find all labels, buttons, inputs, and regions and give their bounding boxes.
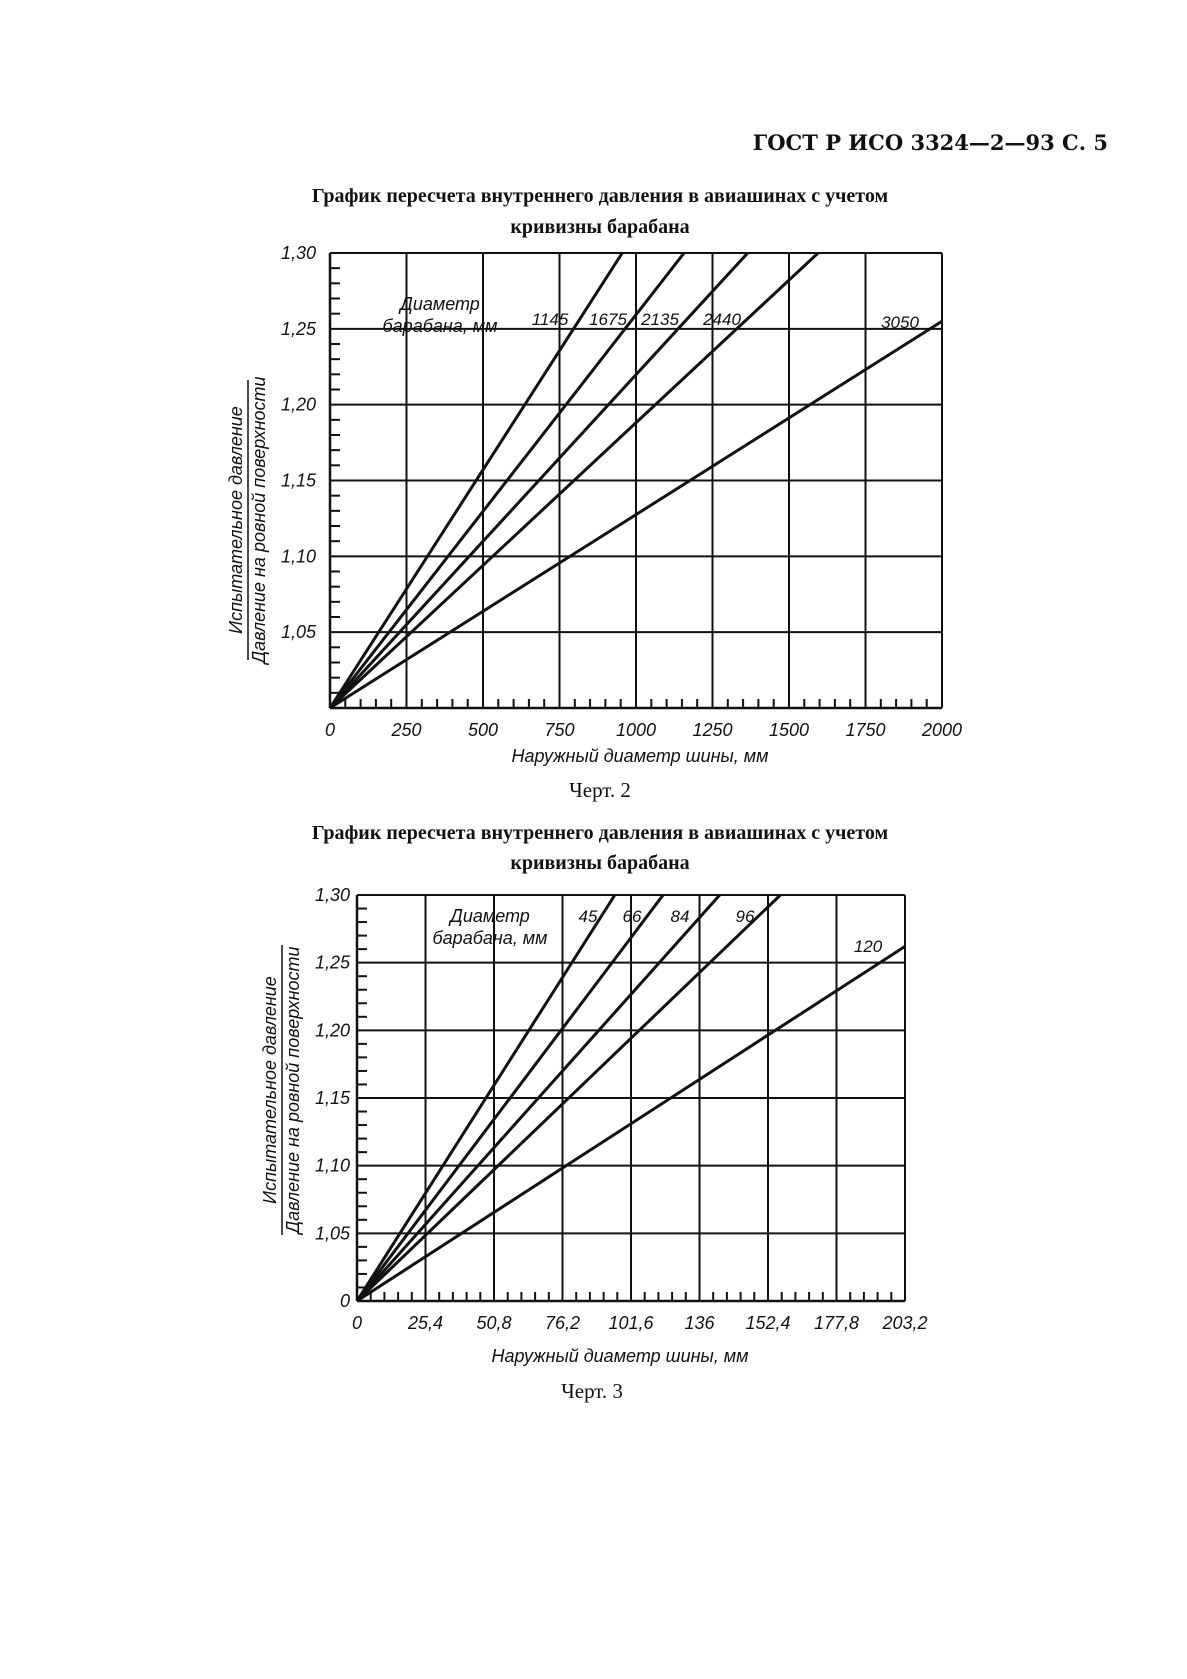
legend-title-line-1: Диаметр bbox=[398, 294, 480, 314]
y-tick-label: 1,20 bbox=[281, 395, 316, 415]
y-axis-label-numerator: Испытательное давление bbox=[260, 976, 280, 1204]
series-line-120 bbox=[356, 945, 906, 1303]
series-line-84 bbox=[355, 894, 721, 1302]
series-line-45 bbox=[355, 894, 617, 1302]
x-axis-label: Наружный диаметр шины, мм bbox=[512, 746, 769, 766]
document-header: ГОСТ Р ИСО 3324—2—93 С. 5 bbox=[753, 130, 1108, 155]
series-line-2135 bbox=[328, 251, 749, 710]
y-axis-label-denominator: Давление на ровной поверхности bbox=[249, 376, 269, 665]
y-tick-label: 1,30 bbox=[281, 243, 316, 263]
y-tick-label: 1,10 bbox=[281, 546, 316, 566]
chart-3: График пересчета внутреннего давления в … bbox=[260, 822, 928, 1403]
x-tick-label: 0 bbox=[352, 1313, 362, 1333]
y-axis-label-denominator: Давление на ровной поверхности bbox=[283, 946, 303, 1235]
series-label-84: 84 bbox=[671, 907, 690, 926]
y-tick-label: 1,20 bbox=[315, 1020, 350, 1040]
chart-title-line-2: кривизны барабана bbox=[510, 852, 689, 874]
series-line-2440 bbox=[328, 251, 820, 710]
legend-title-line-2: барабана, мм bbox=[433, 928, 548, 948]
y-tick-label: 1,05 bbox=[315, 1223, 351, 1243]
x-tick-label: 1750 bbox=[845, 720, 885, 740]
plot-area: 0 1,05 1,10 1,15 1,20 1,25 1,30 0 25,4 50,8 76,2 10… bbox=[315, 885, 928, 1333]
legend-title-line-1: Диаметр bbox=[448, 906, 530, 926]
y-tick-label: 1,25 bbox=[281, 319, 317, 339]
series-label-2440: 2440 bbox=[702, 310, 741, 329]
chart-caption: Черт. 2 bbox=[569, 778, 631, 802]
series-line-96 bbox=[355, 893, 782, 1303]
x-tick-label: 1500 bbox=[769, 720, 809, 740]
series-line-1675 bbox=[328, 252, 686, 709]
y-tick-label: 1,30 bbox=[315, 885, 350, 905]
x-tick-label: 750 bbox=[544, 720, 574, 740]
x-tick-label: 136 bbox=[684, 1313, 715, 1333]
x-tick-label: 152,4 bbox=[745, 1313, 790, 1333]
x-tick-label: 76,2 bbox=[545, 1313, 580, 1333]
x-tick-label: 500 bbox=[468, 720, 498, 740]
y-axis-label: Испытательное давление Давление на ровно… bbox=[260, 945, 303, 1236]
x-tick-label: 1000 bbox=[616, 720, 656, 740]
chart-title-line-1: График пересчета внутреннего давления в … bbox=[312, 185, 888, 207]
series-label-1145: 1145 bbox=[532, 310, 569, 329]
series-line-1145 bbox=[328, 252, 624, 709]
plot-area: 1,05 1,10 1,15 1,20 1,25 1,30 0 250 500 750 1000 12… bbox=[281, 243, 962, 740]
x-tick-label: 203,2 bbox=[881, 1313, 927, 1333]
x-tick-label: 2000 bbox=[921, 720, 962, 740]
y-tick-label: 1,15 bbox=[315, 1088, 351, 1108]
y-tick-label: 1,25 bbox=[315, 953, 351, 973]
x-tick-label: 50,8 bbox=[476, 1313, 511, 1333]
series-label-45: 45 bbox=[579, 907, 598, 926]
x-axis-label: Наружный диаметр шины, мм bbox=[492, 1346, 749, 1366]
x-tick-label: 0 bbox=[325, 720, 335, 740]
x-tick-label: 101,6 bbox=[608, 1313, 654, 1333]
chart-title-line-1: График пересчета внутреннего давления в … bbox=[312, 822, 888, 844]
series-line-3050 bbox=[329, 319, 943, 710]
x-tick-label: 25,4 bbox=[407, 1313, 443, 1333]
series-label-120: 120 bbox=[854, 937, 883, 956]
y-tick-label: 0 bbox=[340, 1291, 350, 1311]
y-tick-label: 1,15 bbox=[281, 471, 317, 491]
series-label-96: 96 bbox=[736, 907, 755, 926]
series-line-66 bbox=[355, 894, 665, 1302]
y-tick-label: 1,10 bbox=[315, 1156, 350, 1176]
chart-caption: Черт. 3 bbox=[561, 1379, 623, 1403]
series-label-1675: 1675 bbox=[589, 310, 627, 329]
series-label-66: 66 bbox=[623, 907, 642, 926]
y-tick-label: 1,05 bbox=[281, 622, 317, 642]
x-tick-label: 250 bbox=[390, 720, 421, 740]
legend-title-line-2: барабана, мм bbox=[383, 316, 498, 336]
y-axis-label-numerator: Испытательное давление bbox=[226, 406, 246, 634]
series-label-3050: 3050 bbox=[881, 313, 919, 332]
y-axis-label: Испытательное давление Давление на ровно… bbox=[226, 376, 269, 665]
series-label-2135: 2135 bbox=[640, 310, 679, 329]
x-tick-label: 1250 bbox=[692, 720, 732, 740]
x-tick-label: 177,8 bbox=[814, 1313, 859, 1333]
chart-title-line-2: кривизны барабана bbox=[510, 216, 689, 238]
chart-2: График пересчета внутреннего давления в … bbox=[226, 185, 962, 802]
